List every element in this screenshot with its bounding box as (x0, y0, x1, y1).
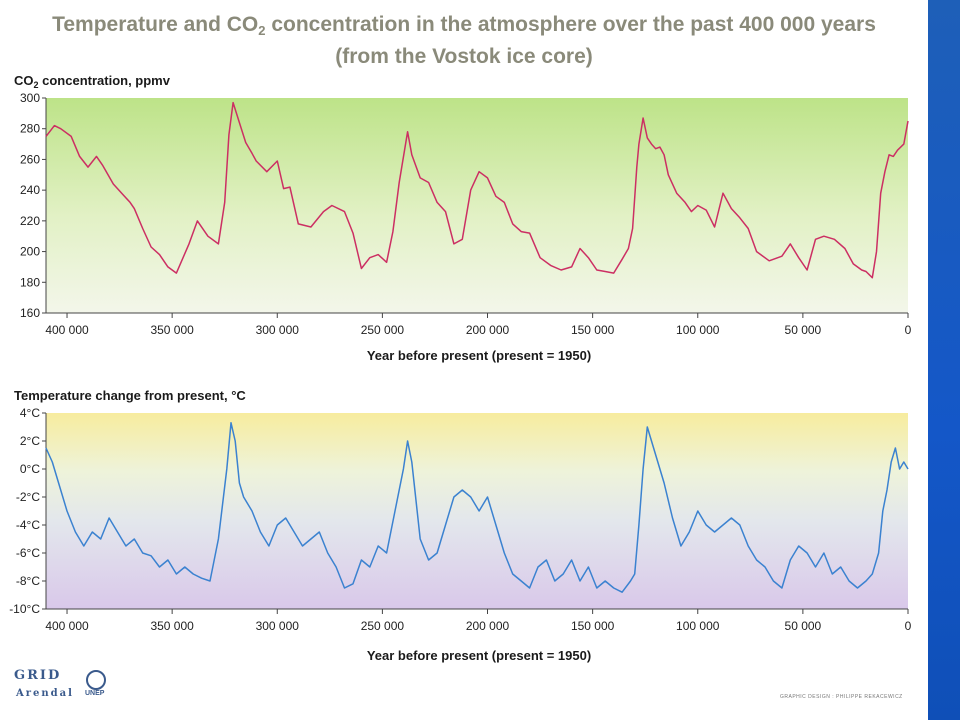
co2-y-tick-label: 200 (20, 245, 40, 259)
co2-x-tick-label: 0 (905, 323, 912, 337)
co2-y-axis-title: CO2 concentration, ppmv (14, 73, 170, 90)
temperature-y-axis-title: Temperature change from present, °C (14, 388, 246, 403)
bottom-caption-strip (0, 707, 928, 720)
arendal-logo-text: Arendal (16, 688, 74, 699)
temperature-x-tick-label: 0 (905, 619, 912, 633)
co2-x-tick-label: 100 000 (676, 323, 720, 337)
temperature-x-tick-label: 350 000 (150, 619, 194, 633)
charts-canvas: 160 180 200 220 240 260 280 300 400 000 350 000 30… (9, 91, 912, 633)
co2-x-tick-label: 300 000 (256, 323, 300, 337)
co2-x-tick-label: 250 000 (361, 323, 405, 337)
unep-emblem-icon (86, 670, 106, 690)
co2-x-axis-title: Year before present (present = 1950) (366, 348, 592, 363)
temperature-x-axis-title: Year before present (present = 1950) (366, 648, 592, 663)
temperature-y-tick-label: 4°C (20, 406, 40, 420)
co2-x-tick-label: 400 000 (45, 323, 89, 337)
temperature-y-tick-label: 2°C (20, 434, 40, 448)
co2-y-tick-label: 160 (20, 306, 40, 320)
temperature-y-tick-label: -8°C (16, 574, 40, 588)
co2-x-tick-label: 50 000 (785, 323, 822, 337)
co2-y-tick-label: 180 (20, 275, 40, 289)
temperature-plot-area (46, 413, 908, 609)
co2-x-tick-label: 350 000 (150, 323, 194, 337)
right-decorative-bar (928, 0, 960, 720)
co2-y-tick-label: 260 (20, 152, 40, 166)
chart-title-line-1: Temperature and CO2 concentration in the… (52, 13, 876, 38)
co2-y-tick-label: 300 (20, 91, 40, 105)
co2-x-tick-label: 150 000 (571, 323, 615, 337)
co2-y-tick-label: 220 (20, 214, 40, 228)
temperature-x-tick-label: 400 000 (45, 619, 89, 633)
temperature-y-tick-label: -6°C (16, 546, 40, 560)
co2-plot-area (46, 98, 908, 313)
temperature-x-tick-label: 200 000 (466, 619, 510, 633)
unep-logo-text: UNEP (85, 690, 105, 697)
temperature-series-line (45, 422, 909, 593)
temperature-x-tick-label: 300 000 (256, 619, 300, 633)
temperature-x-tick-label: 150 000 (571, 619, 615, 633)
temperature-x-tick-label: 250 000 (361, 619, 405, 633)
graphic-design-credit: GRAPHIC DESIGN : PHILIPPE REKACEWICZ (780, 694, 903, 700)
temperature-chart: -10°C -8°C -6°C -4°C -2°C 0°C 2°C 4°C 400 000 350… (9, 406, 911, 633)
temperature-x-tick-label: 50 000 (785, 619, 822, 633)
co2-x-tick-label: 200 000 (466, 323, 510, 337)
chart-title-line-2: (from the Vostok ice core) (335, 45, 593, 68)
temperature-y-tick-label: -10°C (9, 602, 40, 616)
co2-series-line (45, 101, 909, 279)
temperature-x-tick-label: 100 000 (676, 619, 720, 633)
temperature-y-tick-label: -4°C (16, 518, 40, 532)
grid-arendal-logo: GRID (14, 668, 62, 683)
co2-chart: 160 180 200 220 240 260 280 300 400 000 350 000 30… (20, 91, 912, 337)
temperature-y-tick-label: -2°C (16, 490, 40, 504)
temperature-y-tick-label: 0°C (20, 462, 40, 476)
co2-y-tick-label: 280 (20, 122, 40, 136)
co2-y-tick-label: 240 (20, 183, 40, 197)
